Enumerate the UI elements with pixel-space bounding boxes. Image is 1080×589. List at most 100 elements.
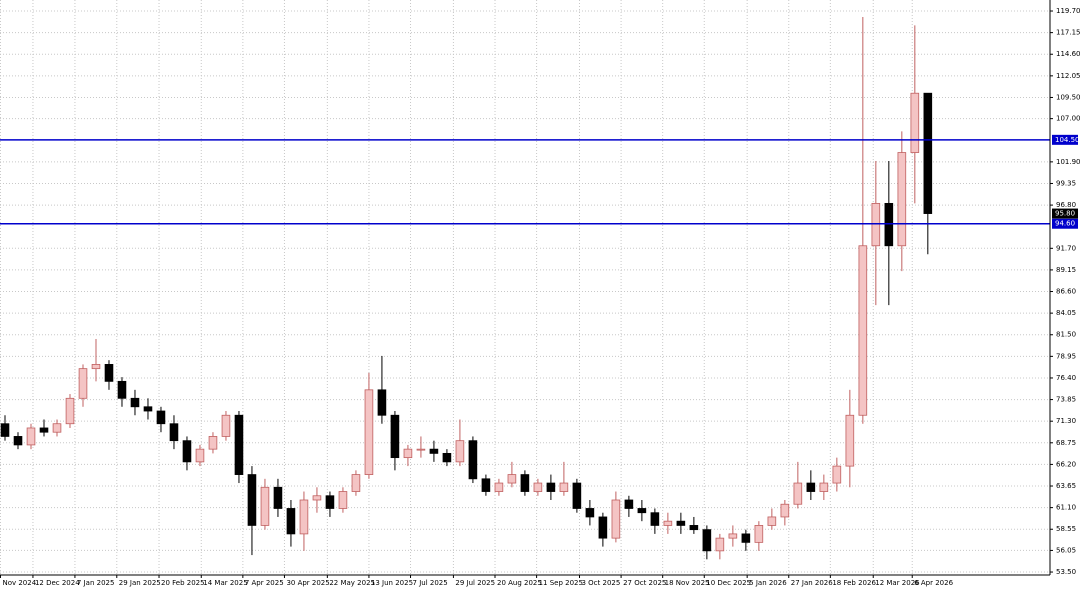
x-tick-label: 11 Sep 2025	[539, 579, 583, 587]
x-tick-label: 7 Apr 2025	[245, 579, 284, 587]
current-price-label: 95.80	[1055, 210, 1075, 218]
candle-body	[182, 440, 192, 463]
candle-body	[325, 495, 335, 509]
y-tick-label: 71.30	[1056, 417, 1076, 425]
price-label-box	[1052, 134, 1078, 145]
candle-body	[767, 516, 777, 526]
candle-body	[819, 482, 829, 492]
candle-body	[117, 380, 127, 399]
candle-body	[195, 448, 205, 463]
x-tick-label: 14 Mar 2025	[203, 579, 247, 587]
candle-body	[897, 152, 907, 247]
price-label: 94.60	[1055, 220, 1075, 228]
y-tick-label: 58.55	[1056, 525, 1076, 533]
candle-body	[104, 364, 114, 382]
candle-body	[143, 406, 153, 412]
candle-body	[572, 482, 582, 509]
candles	[0, 16, 1050, 560]
candle-body	[130, 397, 140, 408]
candle-body	[312, 495, 322, 501]
y-tick-label: 84.05	[1056, 309, 1076, 317]
x-tick-label: 20 Aug 2025	[497, 579, 542, 587]
candle-body	[923, 92, 933, 214]
y-tick-label: 99.35	[1056, 179, 1076, 187]
x-tick-label: Nov 2024	[2, 579, 36, 587]
candle-body	[429, 448, 439, 454]
candle-body	[156, 410, 166, 425]
candle-body	[884, 202, 894, 247]
y-tick-label: 109.50	[1056, 93, 1080, 101]
y-tick-label: 56.05	[1056, 546, 1076, 554]
candle-body	[260, 486, 270, 526]
y-tick-label: 117.15	[1056, 29, 1080, 37]
candle-body	[624, 499, 634, 509]
x-tick-label: 18 Nov 2025	[665, 579, 710, 587]
y-tick-label: 68.75	[1056, 439, 1076, 447]
candle-body	[754, 525, 764, 543]
candle-body	[481, 478, 491, 492]
y-tick-label: 86.60	[1056, 288, 1076, 296]
candle-body	[273, 486, 283, 509]
candle-body	[533, 482, 543, 492]
candle-body	[13, 436, 23, 446]
x-tick-label: 3 Oct 2025	[581, 579, 620, 587]
candle-body	[910, 92, 920, 153]
y-tick-label: 73.85	[1056, 396, 1076, 404]
current-price-box	[1052, 208, 1078, 219]
x-tick-label: 29 Jul 2025	[455, 579, 495, 587]
x-tick-label: 30 Apr 2025	[286, 579, 329, 587]
candle-body	[39, 427, 49, 433]
x-tick-label: 27 Oct 2025	[623, 579, 666, 587]
candle-body	[663, 520, 673, 526]
y-tick-label: 96.80	[1056, 201, 1076, 209]
candle-body	[845, 414, 855, 467]
candle-body	[650, 512, 660, 526]
y-tick-label: 112.05	[1056, 72, 1080, 80]
x-tick-label: 12 Dec 2024	[35, 579, 80, 587]
price-label: 104.50	[1055, 136, 1080, 144]
candle-body	[338, 491, 348, 509]
candle-body	[221, 414, 231, 437]
x-tick-label: 18 Feb 2026	[832, 579, 876, 587]
candle-body	[520, 474, 530, 492]
price-label-box	[1052, 218, 1078, 229]
candle-body	[871, 202, 881, 247]
x-tick-label: 27 Jan 2026	[791, 579, 834, 587]
candle-body	[741, 533, 751, 543]
y-tick-label: 107.00	[1056, 115, 1080, 123]
candle-body	[65, 397, 75, 425]
y-tick-label: 114.60	[1056, 50, 1080, 58]
y-tick-label: 78.95	[1056, 352, 1076, 360]
candle-body	[780, 503, 790, 518]
candle-body	[546, 482, 556, 492]
x-tick-label: 5 Jan 2026	[749, 579, 787, 587]
y-tick-label: 101.90	[1056, 158, 1080, 166]
candle-body	[585, 508, 595, 518]
candle-body	[208, 436, 218, 450]
y-tick-label: 61.10	[1056, 504, 1076, 512]
candle-body	[364, 389, 374, 475]
candle-body	[299, 499, 309, 535]
x-tick-label: 13 Jun 2025	[371, 579, 413, 587]
x-tick-label: 10 Dec 2025	[706, 579, 751, 587]
candle-body	[390, 414, 400, 459]
candle-body	[793, 482, 803, 505]
x-tick-label: 29 Jan 2025	[119, 579, 161, 587]
candle-body	[416, 448, 426, 451]
y-tick-label: 119.70	[1056, 7, 1080, 15]
candle-body	[78, 368, 88, 399]
candle-body	[611, 499, 621, 539]
candle-body	[702, 529, 712, 552]
candle-body	[52, 423, 62, 433]
y-tick-label: 89.15	[1056, 266, 1076, 274]
y-tick-label: 63.65	[1056, 482, 1076, 490]
candle-body	[442, 452, 452, 463]
candle-body	[494, 482, 504, 492]
candle-body	[507, 474, 517, 484]
candle-body	[247, 474, 257, 526]
candle-body	[598, 516, 608, 539]
